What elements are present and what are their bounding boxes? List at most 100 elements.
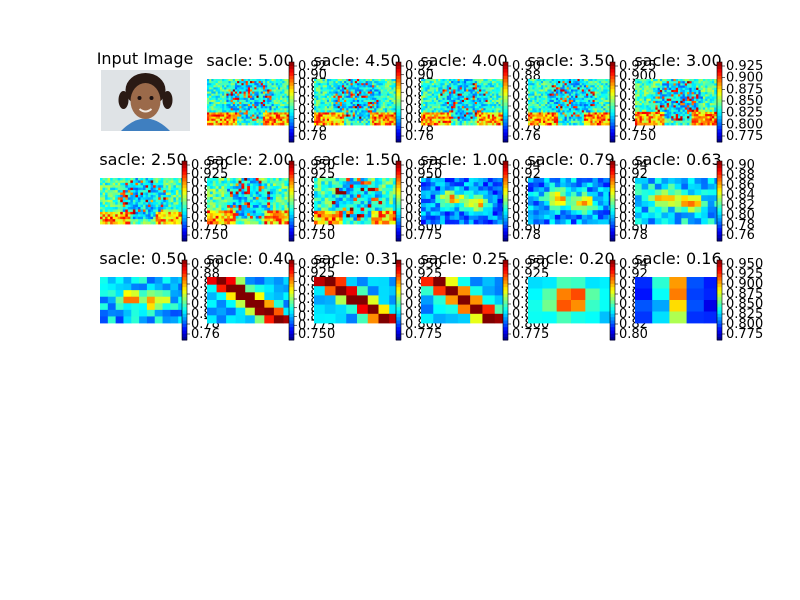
heatmap-cell bbox=[421, 112, 424, 115]
heatmap-cell bbox=[693, 94, 697, 97]
heatmap-cell bbox=[689, 96, 692, 100]
heatmap-cell bbox=[440, 89, 443, 92]
heatmap-cell bbox=[476, 104, 480, 107]
heatmap-cell bbox=[530, 122, 533, 126]
heatmap-cell bbox=[262, 81, 266, 84]
heatmap-cell bbox=[472, 118, 476, 122]
heatmap-cell bbox=[247, 79, 251, 82]
heatmap-cell bbox=[267, 104, 270, 107]
heatmap-cell bbox=[664, 118, 668, 122]
heatmap-cell bbox=[555, 95, 559, 99]
heatmap-cell bbox=[391, 116, 394, 120]
heatmap-cell bbox=[232, 116, 236, 120]
heatmap-cell bbox=[635, 92, 638, 95]
heatmap-cell bbox=[380, 95, 384, 99]
heatmap-cell bbox=[479, 114, 482, 118]
heatmap-cell bbox=[481, 91, 484, 95]
heatmap-cell bbox=[675, 89, 679, 93]
heatmap-cell bbox=[140, 192, 144, 196]
heatmap-cell bbox=[590, 116, 593, 120]
heatmap-cell bbox=[256, 108, 259, 111]
heatmap-cell bbox=[120, 187, 124, 191]
heatmap-cell bbox=[333, 99, 336, 103]
colorbar-segment bbox=[610, 115, 615, 120]
heatmap-cell bbox=[583, 89, 587, 92]
heatmap-cell bbox=[680, 107, 683, 111]
heatmap-cell bbox=[540, 95, 544, 99]
heatmap-cell bbox=[391, 120, 394, 124]
heatmap-cell bbox=[664, 107, 668, 111]
heatmap-cell bbox=[374, 81, 377, 84]
heatmap-cell bbox=[571, 93, 574, 97]
heatmap-cell bbox=[389, 93, 392, 97]
heatmap-cell bbox=[215, 81, 219, 84]
heatmap-cell bbox=[369, 79, 373, 82]
heatmap-cell bbox=[247, 112, 251, 115]
heatmap-cell bbox=[553, 118, 557, 122]
heatmap-cell bbox=[125, 187, 129, 191]
heatmap-cell bbox=[543, 104, 546, 107]
heatmap-cell bbox=[673, 94, 677, 97]
heatmap-cell bbox=[603, 118, 606, 122]
heatmap-cell bbox=[648, 92, 652, 95]
heatmap-cell bbox=[427, 93, 430, 97]
heatmap-cell bbox=[675, 111, 679, 115]
heatmap-cell bbox=[256, 81, 259, 84]
heatmap-cell bbox=[687, 85, 690, 89]
heatmap-cell bbox=[448, 79, 452, 82]
heatmap-cell bbox=[689, 81, 692, 84]
heatmap-cell bbox=[498, 81, 501, 84]
heatmap-cell bbox=[250, 91, 253, 95]
heatmap-cell bbox=[577, 114, 580, 118]
heatmap-cell bbox=[601, 114, 604, 118]
heatmap-cell bbox=[583, 110, 587, 113]
heatmap-cell bbox=[680, 94, 683, 97]
heatmap-cell bbox=[130, 182, 134, 186]
heatmap-cell bbox=[605, 116, 608, 120]
heatmap-cell bbox=[324, 91, 328, 95]
heatmap-cell bbox=[653, 122, 656, 126]
heatmap-cell bbox=[245, 118, 249, 122]
heatmap-cell bbox=[594, 114, 598, 118]
heatmap-cell bbox=[346, 120, 349, 124]
heatmap-cell bbox=[485, 83, 489, 86]
heatmap-cell bbox=[532, 104, 535, 107]
heatmap-cell bbox=[322, 83, 326, 86]
heatmap-cell bbox=[329, 102, 332, 105]
heatmap-cell bbox=[635, 107, 638, 111]
heatmap-cell bbox=[698, 122, 702, 126]
heatmap-cell bbox=[553, 104, 557, 107]
heatmap-cell bbox=[682, 79, 686, 82]
heatmap-cell bbox=[384, 108, 388, 111]
heatmap-cell bbox=[474, 83, 478, 86]
heatmap-cell bbox=[344, 120, 347, 124]
heatmap-cell bbox=[532, 79, 535, 82]
heatmap-cell bbox=[219, 79, 223, 82]
heatmap-cell bbox=[605, 81, 608, 84]
heatmap-cell bbox=[243, 120, 247, 124]
heatmap-cell bbox=[158, 178, 162, 181]
heatmap-cell bbox=[653, 118, 656, 122]
heatmap-cell bbox=[573, 87, 576, 90]
heatmap-cell bbox=[348, 97, 351, 101]
heatmap-cell bbox=[120, 199, 124, 203]
heatmap-cell bbox=[691, 96, 695, 100]
heatmap-cell bbox=[700, 87, 704, 91]
heatmap-cell bbox=[239, 120, 242, 124]
heatmap-cell bbox=[217, 97, 221, 101]
heatmap-cell bbox=[150, 202, 154, 206]
heatmap-cell bbox=[427, 102, 430, 105]
heatmap-cell bbox=[384, 104, 388, 107]
heatmap-cell bbox=[391, 97, 394, 101]
heatmap-cell bbox=[707, 94, 711, 97]
heatmap-cell bbox=[326, 108, 330, 111]
heatmap-cell bbox=[393, 83, 397, 86]
heatmap-cell bbox=[286, 112, 290, 115]
heatmap-cell bbox=[429, 122, 433, 126]
heatmap-cell bbox=[687, 100, 690, 104]
heatmap-cell bbox=[547, 108, 550, 111]
heatmap-cell bbox=[286, 118, 290, 122]
colorbar-segment bbox=[610, 128, 615, 133]
heatmap-cell bbox=[140, 178, 144, 181]
heatmap-cell bbox=[596, 99, 600, 103]
